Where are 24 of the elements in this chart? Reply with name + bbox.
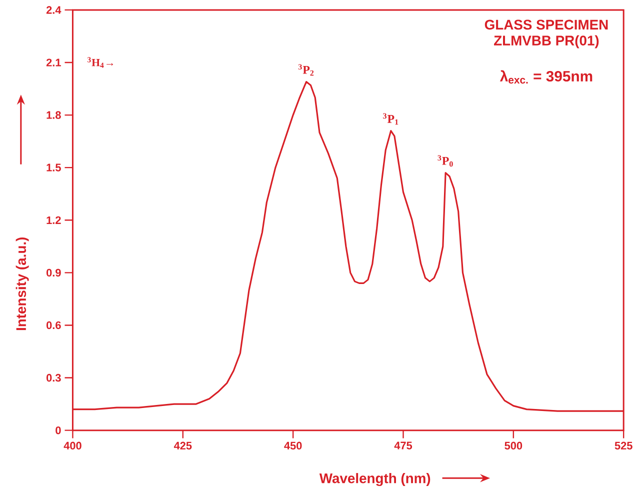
x-tick-label: 425 xyxy=(174,442,192,450)
y-tick-label: 0 xyxy=(56,426,61,434)
y-tick-label: 0.3 xyxy=(46,374,61,382)
text: ZLMVBB PR(01) xyxy=(494,35,599,48)
x-tick-label: 475 xyxy=(394,442,412,450)
x-tick-label: 400 xyxy=(64,442,82,450)
annotation: λ$_{exc.}$ = 395nm xyxy=(500,70,592,84)
y-tick-label: 1.8 xyxy=(46,111,61,119)
y-tick-label: 0.6 xyxy=(46,321,61,330)
x-tick-label: 500 xyxy=(504,442,522,450)
x-tick-label: 450 xyxy=(284,442,302,450)
y-tick-label: 0.9 xyxy=(46,268,61,277)
x-axis-title: Wavelength (nm) xyxy=(319,473,430,486)
annotation: $^{3}$P$_{2}$ xyxy=(298,64,314,76)
x-tick-label: 525 xyxy=(614,442,632,450)
text: GLASS SPECIMEN xyxy=(484,20,608,30)
y-axis-title: Intensity (a.u.) xyxy=(16,237,29,330)
y-tick-label: 1.2 xyxy=(46,216,61,224)
y-tick-label: 1.5 xyxy=(46,164,61,172)
y-tick-label: 2.1 xyxy=(46,58,61,66)
y-tick-label: 2.4 xyxy=(46,6,62,14)
annotation: $^{3}$P$_{0}$ xyxy=(438,155,453,167)
annotation: $^{3}$P$_{1}$ xyxy=(383,113,398,125)
annotation: $^{3}$H$_{4}$→ xyxy=(88,57,114,68)
